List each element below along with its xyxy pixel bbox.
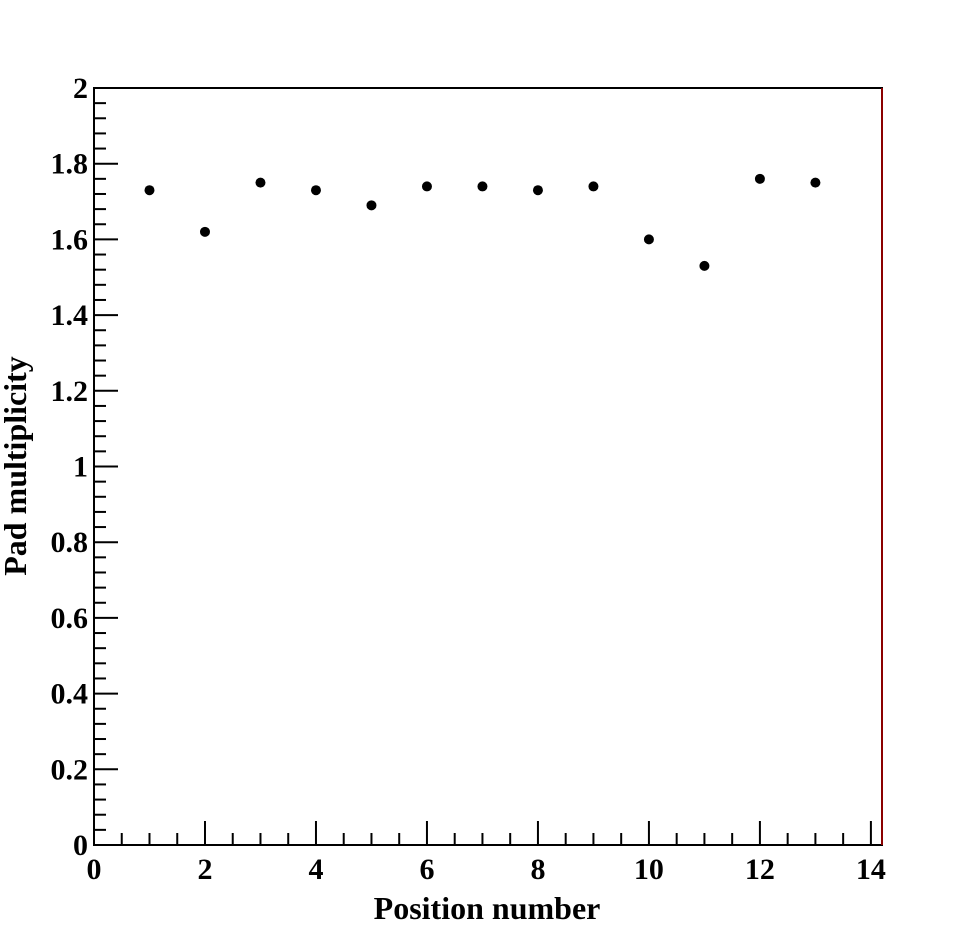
x-tick-label: 0 xyxy=(87,853,102,886)
y-tick-label: 0.4 xyxy=(51,678,89,711)
y-tick-label: 0 xyxy=(73,829,88,862)
y-tick-label: 0.2 xyxy=(51,753,89,786)
y-tick-label: 1.8 xyxy=(51,148,89,181)
x-axis-title: Position number xyxy=(374,890,601,926)
x-tick-label: 4 xyxy=(308,853,323,886)
data-point xyxy=(310,185,321,196)
data-points xyxy=(144,173,821,271)
y-tick-label: 1 xyxy=(73,451,88,484)
y-axis-title: Pad multiplicity xyxy=(0,356,33,576)
data-point xyxy=(421,181,432,192)
y-axis-tick-labels: 0 0.2 0.4 0.6 0.8 1 1.2 1.4 1.6 1.8 2 xyxy=(51,72,89,862)
data-point xyxy=(477,181,488,192)
y-tick-label: 2 xyxy=(73,72,88,105)
plot-frame xyxy=(93,87,883,846)
x-tick-label: 14 xyxy=(856,853,886,886)
y-tick-label: 1.4 xyxy=(51,299,89,332)
y-tick-label: 1.2 xyxy=(51,375,89,408)
x-tick-label: 12 xyxy=(745,853,775,886)
data-point xyxy=(588,181,599,192)
data-point xyxy=(144,185,155,196)
x-tick-label: 10 xyxy=(634,853,664,886)
y-tick-label: 0.6 xyxy=(51,602,89,635)
data-point xyxy=(643,234,654,245)
x-tick-label: 2 xyxy=(197,853,212,886)
x-axis-tick-labels: 0 2 4 6 8 10 12 14 xyxy=(87,853,886,886)
y-tick-label: 0.8 xyxy=(51,526,89,559)
data-point xyxy=(366,200,377,211)
data-point xyxy=(699,260,710,271)
y-axis-ticks xyxy=(94,87,118,846)
data-point xyxy=(810,177,821,188)
data-point xyxy=(255,177,266,188)
x-tick-label: 8 xyxy=(530,853,545,886)
data-point xyxy=(532,185,543,196)
x-axis-ticks xyxy=(93,821,872,845)
data-point xyxy=(754,173,765,184)
x-tick-label: 6 xyxy=(419,853,434,886)
y-tick-label: 1.6 xyxy=(51,223,89,256)
data-point xyxy=(199,226,210,237)
